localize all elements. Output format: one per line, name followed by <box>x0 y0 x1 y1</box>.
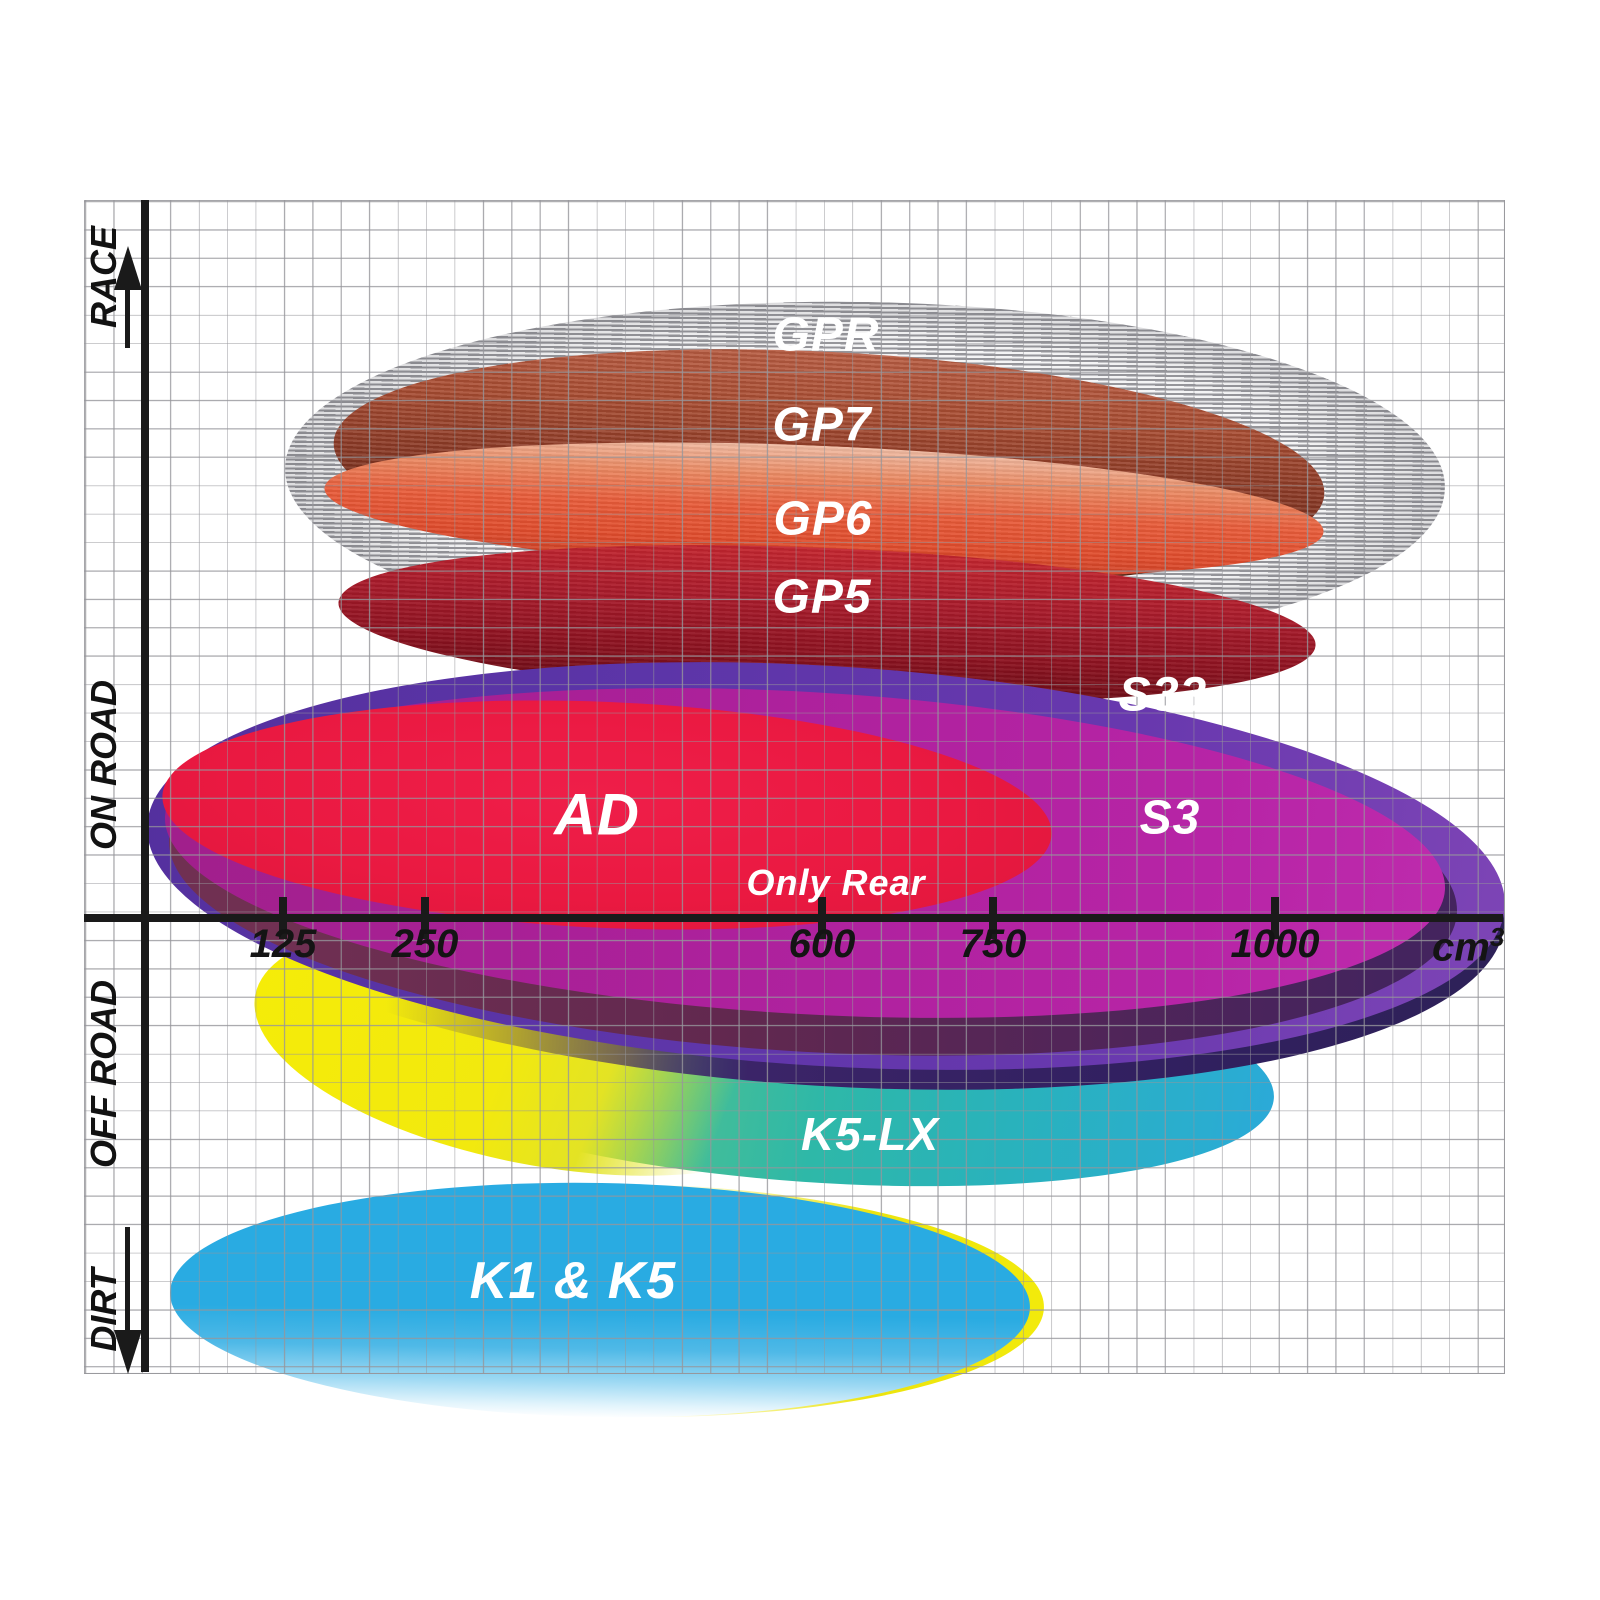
x-tick-600 <box>818 897 826 939</box>
label-k1k5: K1 & K5 <box>469 1252 677 1310</box>
x-tick-125 <box>279 897 287 939</box>
label-s3: S3 <box>1139 791 1201 845</box>
x-tick-label-1000: 1000 <box>1230 922 1320 966</box>
x-tick-label-600: 600 <box>788 922 856 966</box>
dirt-arrow-line <box>125 1227 130 1332</box>
race-arrow-up-icon <box>114 246 142 290</box>
label-s33: S33 <box>1118 668 1208 722</box>
dirt-arrow-down-icon <box>114 1330 142 1374</box>
zone-label-on-road: ON ROAD <box>83 680 124 850</box>
label-gpr: GPR <box>772 308 880 362</box>
x-tick-250 <box>421 897 429 939</box>
label-only-rear: Only Rear <box>746 862 926 903</box>
zone-label-dirt: DIRT <box>83 1268 124 1352</box>
label-gp6: GP6 <box>773 492 873 546</box>
y-axis-line <box>141 200 149 1372</box>
x-tick-750 <box>989 897 997 939</box>
x-tick-label-250: 250 <box>391 922 459 966</box>
x-tick-1000 <box>1271 897 1279 939</box>
label-ad: AD <box>554 782 640 848</box>
x-axis-unit-exponent: 3 <box>1489 922 1505 952</box>
label-gp5: GP5 <box>772 570 872 624</box>
label-k5lx: K5-LX <box>801 1108 939 1160</box>
zone-label-race: RACE <box>83 225 124 329</box>
race-arrow-line <box>125 288 130 348</box>
x-axis-line <box>84 914 1503 922</box>
x-axis-unit-base: cm <box>1432 925 1490 970</box>
x-tick-label-750: 750 <box>959 922 1027 966</box>
x-axis-unit: cm3 <box>1432 922 1504 970</box>
label-gp7: GP7 <box>772 398 872 452</box>
zone-label-off-road: OFF ROAD <box>83 980 124 1168</box>
x-tick-label-125: 125 <box>249 922 317 966</box>
